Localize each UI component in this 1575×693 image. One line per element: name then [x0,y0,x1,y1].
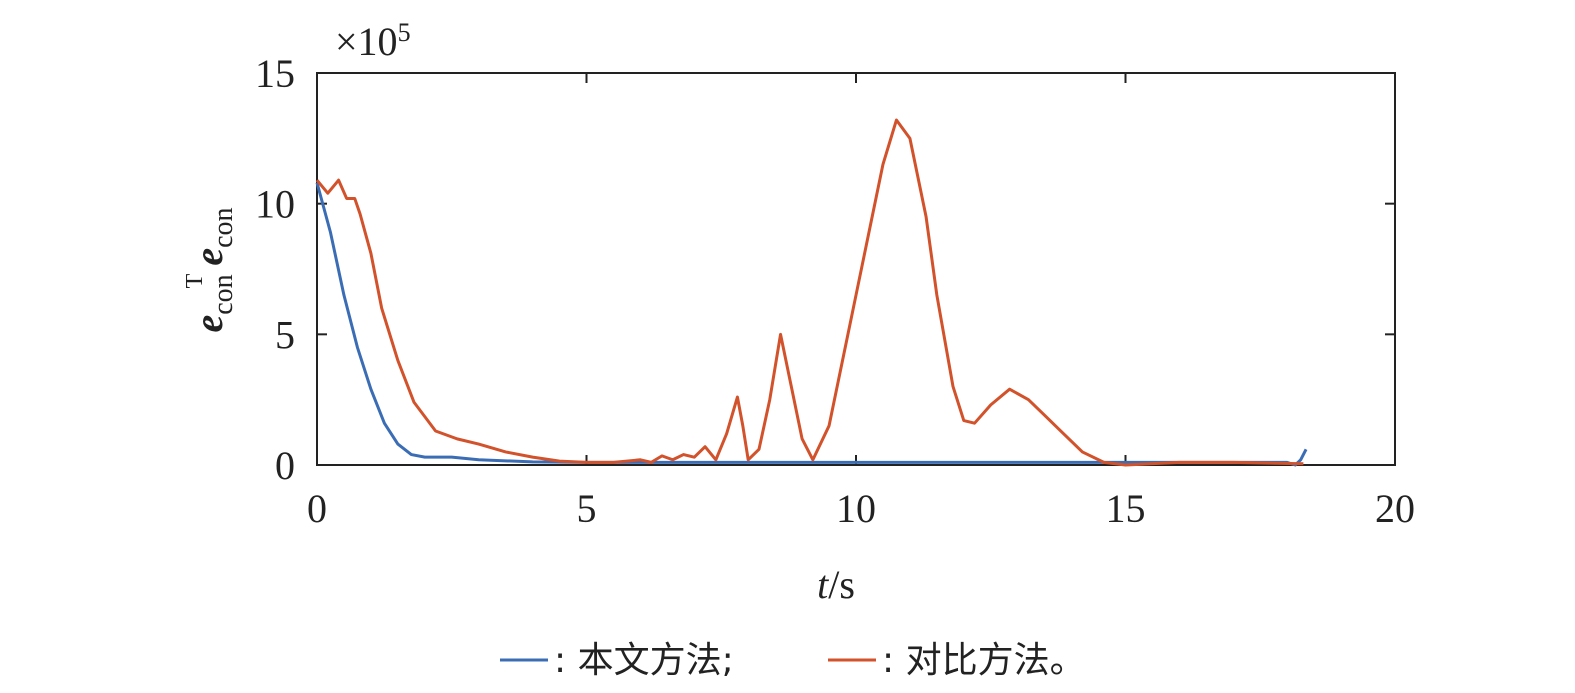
x-tick-label: 5 [577,486,597,531]
legend-label: : 本文方法; [554,640,734,681]
plot-frame [316,72,1396,466]
y-tick-label: 15 [255,51,295,96]
y-multiplier-exponent: 5 [398,18,411,47]
y-label-e: e [186,315,231,333]
y-tick-label: 10 [255,182,295,227]
series-line [315,118,1304,467]
y-label-sub2: con [208,207,239,247]
y-tick-label: 5 [275,312,295,357]
y-tick-label: 0 [275,443,295,488]
x-label-italic: t [817,562,829,607]
x-tick-label: 15 [1106,486,1146,531]
x-tick-label: 10 [836,486,876,531]
x-label-rest: /s [828,562,855,607]
y-axis-label: econTecon [182,207,239,332]
y-multiplier: ×105 [335,18,411,64]
y-multiplier-base: ×10 [335,19,398,64]
y-label-sup: T [182,273,208,288]
x-axis-label: t/s [817,562,855,607]
x-tick-label: 0 [307,486,327,531]
y-label-sub: con [208,274,239,314]
y-label-e2: e [186,248,231,266]
legend-label: : 对比方法。 [882,640,1086,681]
series-line [315,182,1308,467]
x-tick-label: 20 [1375,486,1415,531]
